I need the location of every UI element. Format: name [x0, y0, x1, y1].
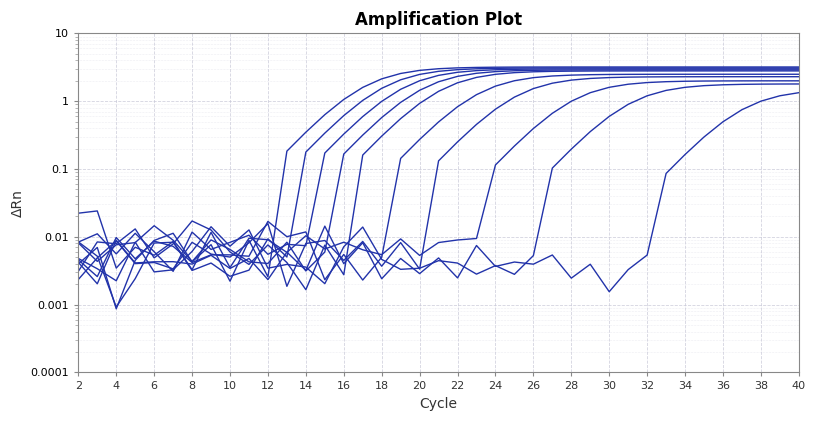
Title: Amplification Plot: Amplification Plot — [355, 11, 522, 29]
Y-axis label: ΔRn: ΔRn — [11, 189, 25, 217]
X-axis label: Cycle: Cycle — [420, 397, 458, 411]
